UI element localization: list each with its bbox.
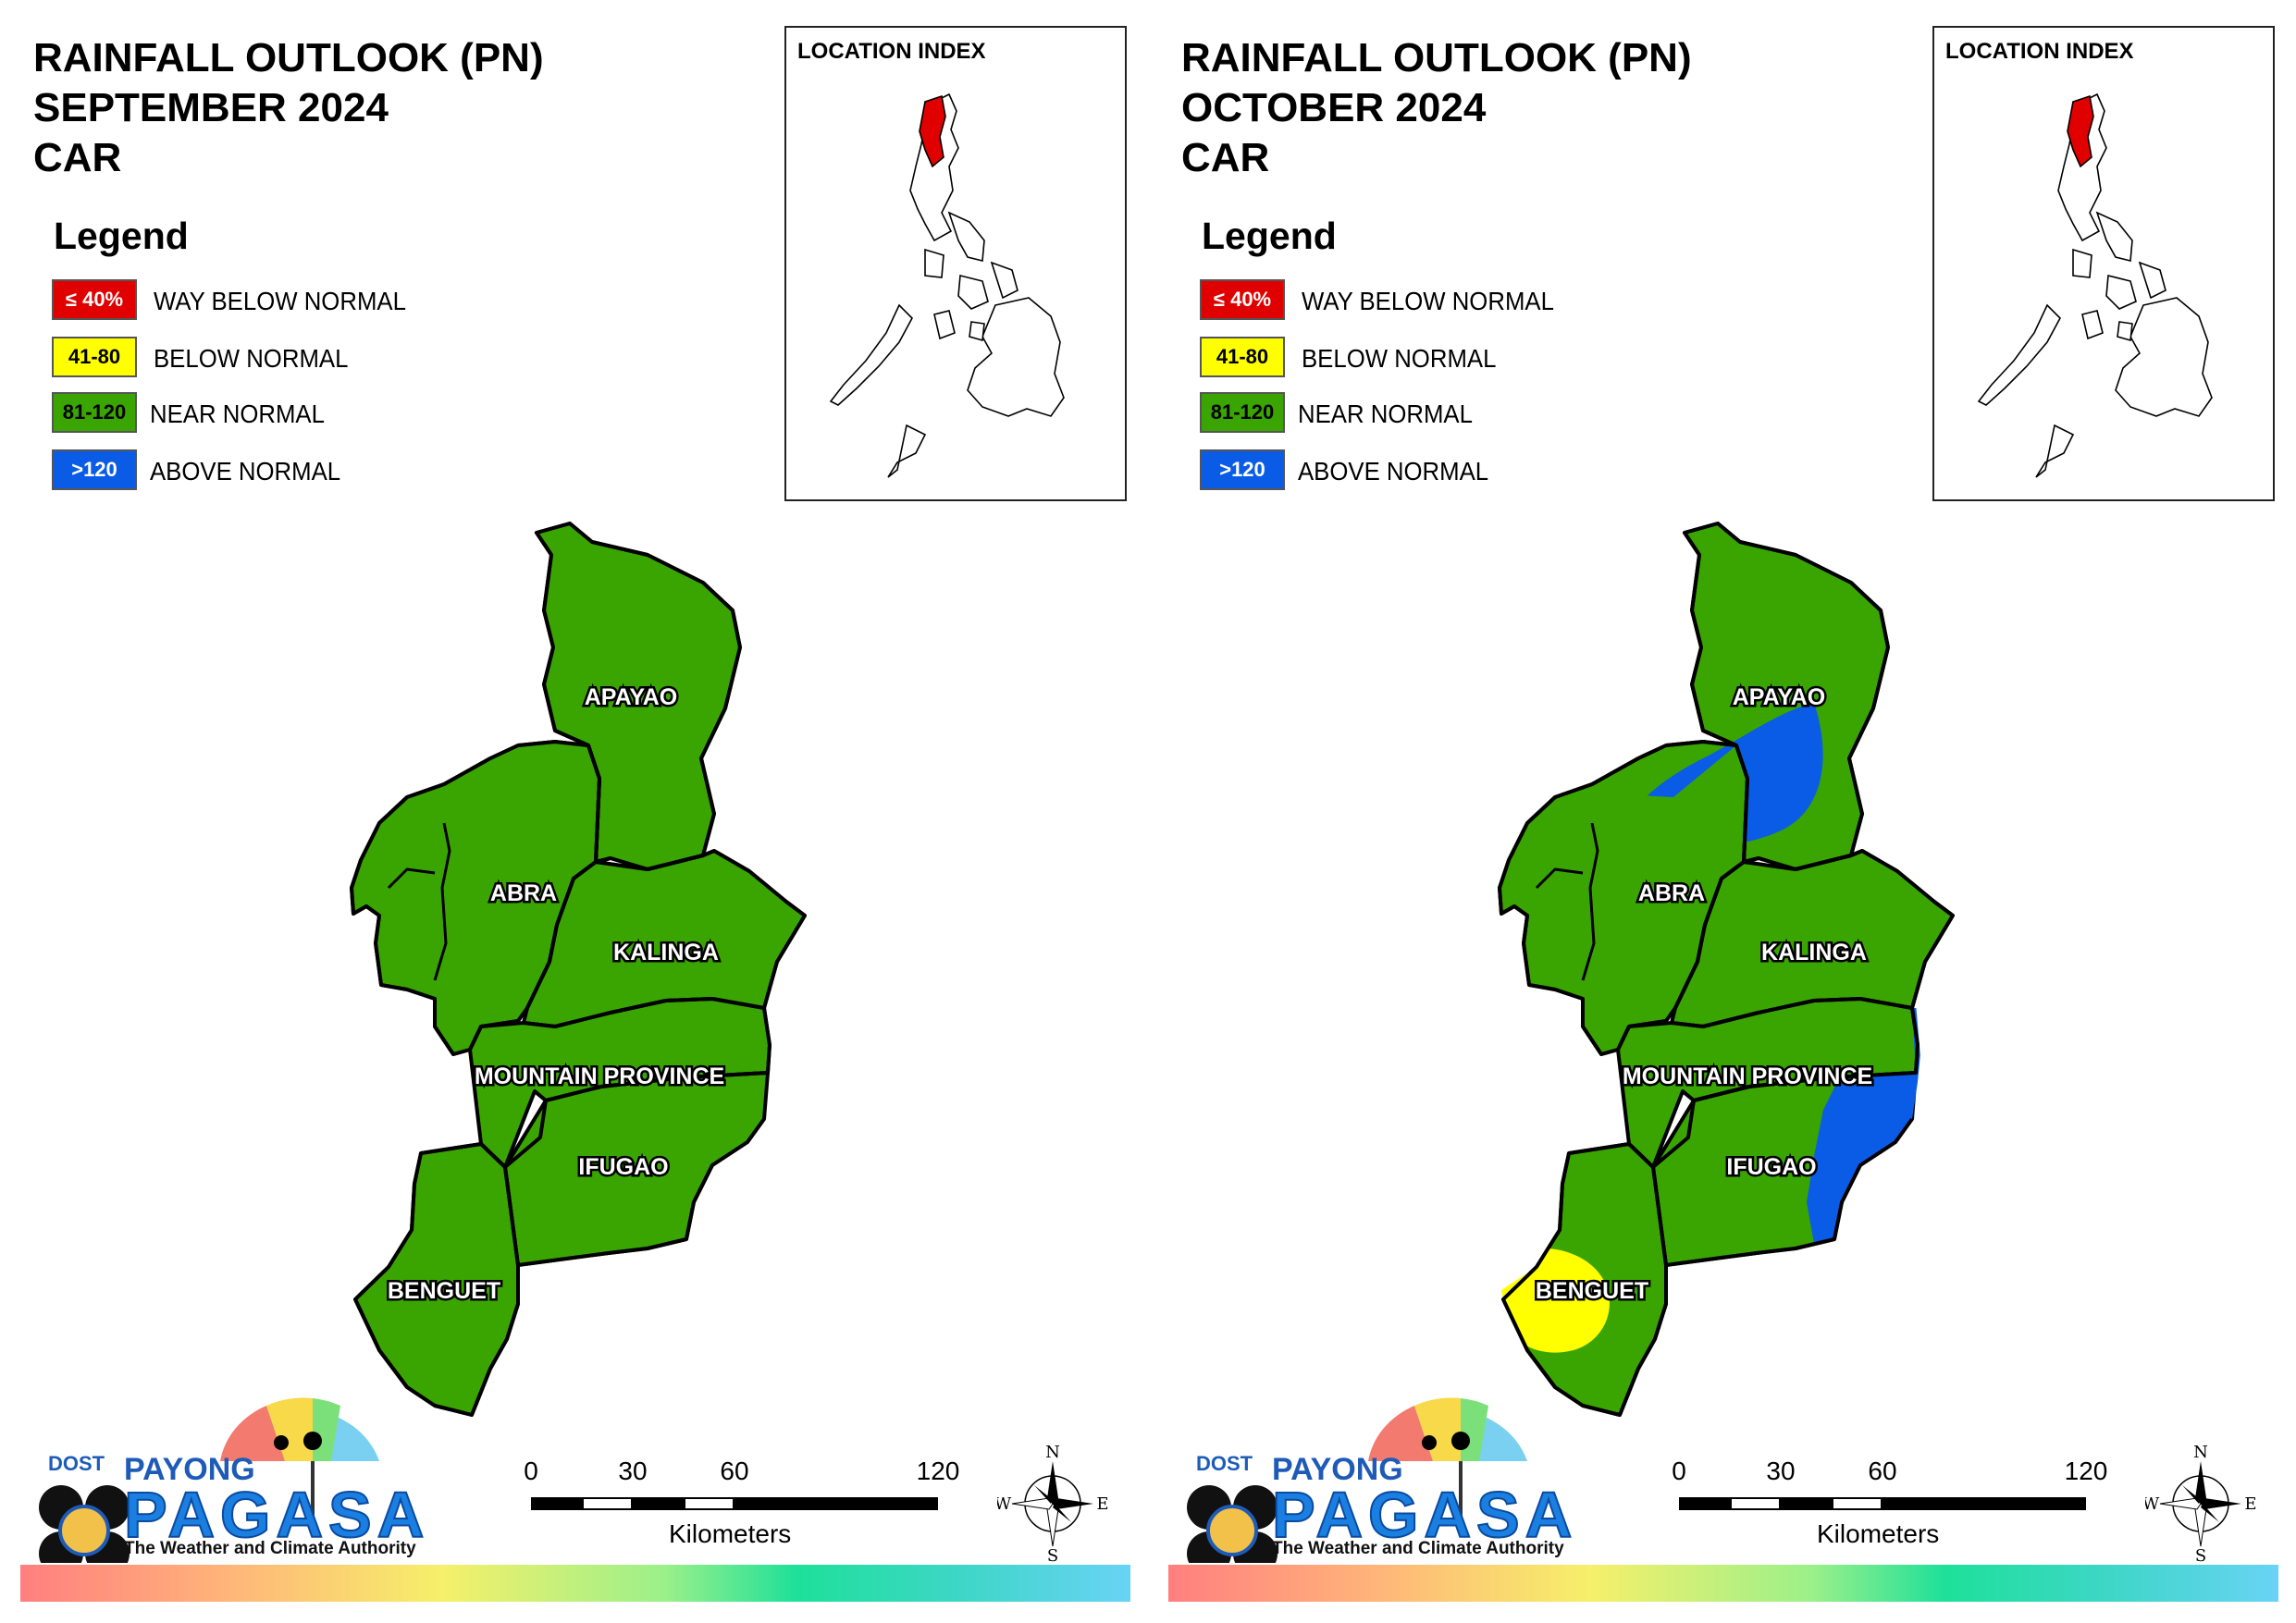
scale-segment — [1882, 1497, 2086, 1510]
tagline: The Weather and Climate Authority — [124, 1539, 416, 1558]
label-ifugao: IFUGAO — [1726, 1154, 1816, 1180]
footer-color-band — [20, 1565, 1130, 1602]
scale-segment — [1730, 1497, 1781, 1510]
compass-s: S — [2195, 1546, 2206, 1563]
label-abra: ABRA — [1638, 880, 1705, 906]
scale-segment — [684, 1497, 734, 1510]
philippines-outline-map — [829, 92, 1065, 478]
scale-tick-label: 60 — [720, 1457, 749, 1485]
payong-pagasa-logo: DOST PAYONG PAGASA The Weather and Clima… — [1183, 1387, 1573, 1563]
label-kalinga: KALINGA — [1761, 940, 1867, 965]
compass-s: S — [1047, 1546, 1058, 1563]
compass-e: E — [1096, 1494, 1108, 1514]
compass-w: W — [997, 1494, 1012, 1514]
title-line-2: OCTOBER 2024 — [1181, 85, 1487, 130]
car-region-highlight — [2067, 94, 2094, 168]
legend-label: NEAR NORMAL — [150, 400, 325, 428]
scale-segment — [734, 1497, 938, 1510]
legend-label: BELOW NORMAL — [154, 344, 349, 373]
scale-unit: Kilometers — [1817, 1519, 1940, 1548]
philippines-outline-map — [1977, 92, 2213, 478]
car-region-highlight — [919, 94, 946, 168]
compass-n: N — [2193, 1443, 2208, 1462]
payong-label: PAYONG — [124, 1452, 255, 1487]
legend-swatch: 81-120 — [1200, 392, 1285, 433]
payong-label: PAYONG — [1272, 1452, 1403, 1487]
car-province-map: APAYAO ABRA KALINGA MOUNTAIN PROVINCE IF… — [350, 522, 807, 1417]
compass-n: N — [1045, 1443, 1060, 1462]
outlook-panel-september: RAINFALL OUTLOOK (PN) SEPTEMBER 2024 CAR… — [20, 26, 1130, 1602]
scale-bar: 0 30 60 120 Kilometers — [524, 1457, 971, 1549]
legend-label: ABOVE NORMAL — [1298, 457, 1489, 486]
title-line-3: CAR — [1181, 135, 1270, 180]
label-mountain-province: MOUNTAIN PROVINCE — [1623, 1064, 1872, 1089]
legend-swatch: ≤ 40% — [52, 279, 137, 320]
label-kalinga: KALINGA — [613, 940, 719, 965]
legend-swatch: >120 — [52, 449, 137, 490]
label-benguet: BENGUET — [388, 1278, 500, 1304]
inset-title: LOCATION INDEX — [797, 39, 986, 64]
compass-e: E — [2244, 1494, 2256, 1514]
scale-tick-label: 120 — [916, 1457, 960, 1485]
pagasa-label: PAGASA — [1271, 1478, 1578, 1552]
scale-segment — [633, 1497, 684, 1510]
compass-rose-icon: N S E W — [994, 1443, 1109, 1566]
outlook-panel-october: RAINFALL OUTLOOK (PN) OCTOBER 2024 CAR L… — [1148, 0, 2296, 1623]
legend-label: WAY BELOW NORMAL — [154, 287, 406, 315]
legend-swatch: 41-80 — [1200, 337, 1285, 377]
legend-title: Legend — [54, 215, 189, 257]
north-arrow-compass: N S E W — [2142, 1443, 2257, 1566]
legend-label: ABOVE NORMAL — [150, 457, 341, 486]
title-line-3: CAR — [33, 135, 122, 180]
scale-unit: Kilometers — [669, 1519, 792, 1548]
umbrella-icon — [1187, 1397, 1527, 1563]
title-line-1: RAINFALL OUTLOOK (PN) — [1181, 35, 1692, 80]
inset-title: LOCATION INDEX — [1945, 39, 2134, 64]
label-apayao: APAYAO — [1733, 684, 1826, 710]
compass-w: W — [2145, 1494, 2160, 1514]
legend-swatch: >120 — [1200, 449, 1285, 490]
label-mountain-province: MOUNTAIN PROVINCE — [475, 1064, 724, 1089]
legend-label: BELOW NORMAL — [1302, 344, 1497, 373]
legend-label: NEAR NORMAL — [1298, 400, 1473, 428]
title-line-2: SEPTEMBER 2024 — [33, 85, 389, 130]
map-title: RAINFALL OUTLOOK (PN) SEPTEMBER 2024 CAR — [33, 33, 544, 183]
label-apayao: APAYAO — [585, 684, 678, 710]
payong-pagasa-logo: DOST PAYONG PAGASA The Weather and Clima… — [35, 1387, 425, 1563]
scale-tick-label: 0 — [524, 1457, 538, 1485]
dost-label: DOST — [48, 1452, 105, 1475]
tagline: The Weather and Climate Authority — [1272, 1539, 1564, 1558]
scale-segment — [1781, 1497, 1832, 1510]
legend-title: Legend — [1202, 215, 1337, 257]
scale-tick-label: 30 — [1766, 1457, 1796, 1485]
scale-segment — [582, 1497, 633, 1510]
scale-segment — [1832, 1497, 1882, 1510]
map-title: RAINFALL OUTLOOK (PN) OCTOBER 2024 CAR — [1181, 33, 1692, 183]
scale-bar: 0 30 60 120 Kilometers — [1672, 1457, 2119, 1549]
location-index-inset: LOCATION INDEX — [784, 26, 1127, 501]
legend-label: WAY BELOW NORMAL — [1302, 287, 1554, 315]
scale-segment — [1679, 1497, 1730, 1510]
legend-swatch: 41-80 — [52, 337, 137, 377]
footer-color-band — [1168, 1565, 2278, 1602]
scale-tick-label: 120 — [2064, 1457, 2108, 1485]
scale-tick-label: 60 — [1868, 1457, 1897, 1485]
location-index-inset: LOCATION INDEX — [1932, 26, 2275, 501]
title-line-1: RAINFALL OUTLOOK (PN) — [33, 35, 544, 80]
north-arrow-compass: N S E W — [994, 1443, 1109, 1566]
legend-swatch: ≤ 40% — [1200, 279, 1285, 320]
umbrella-icon — [39, 1397, 379, 1563]
pagasa-label: PAGASA — [123, 1478, 430, 1552]
label-abra: ABRA — [490, 880, 557, 906]
dost-label: DOST — [1196, 1452, 1253, 1475]
legend-swatch: 81-120 — [52, 392, 137, 433]
scale-segment — [531, 1497, 582, 1510]
scale-tick-label: 30 — [618, 1457, 648, 1485]
label-ifugao: IFUGAO — [578, 1154, 668, 1180]
label-benguet: BENGUET — [1536, 1278, 1648, 1304]
car-province-map: APAYAO ABRA KALINGA MOUNTAIN PROVINCE IF… — [1498, 522, 1955, 1417]
scale-tick-label: 0 — [1672, 1457, 1686, 1485]
compass-rose-icon: N S E W — [2142, 1443, 2257, 1566]
